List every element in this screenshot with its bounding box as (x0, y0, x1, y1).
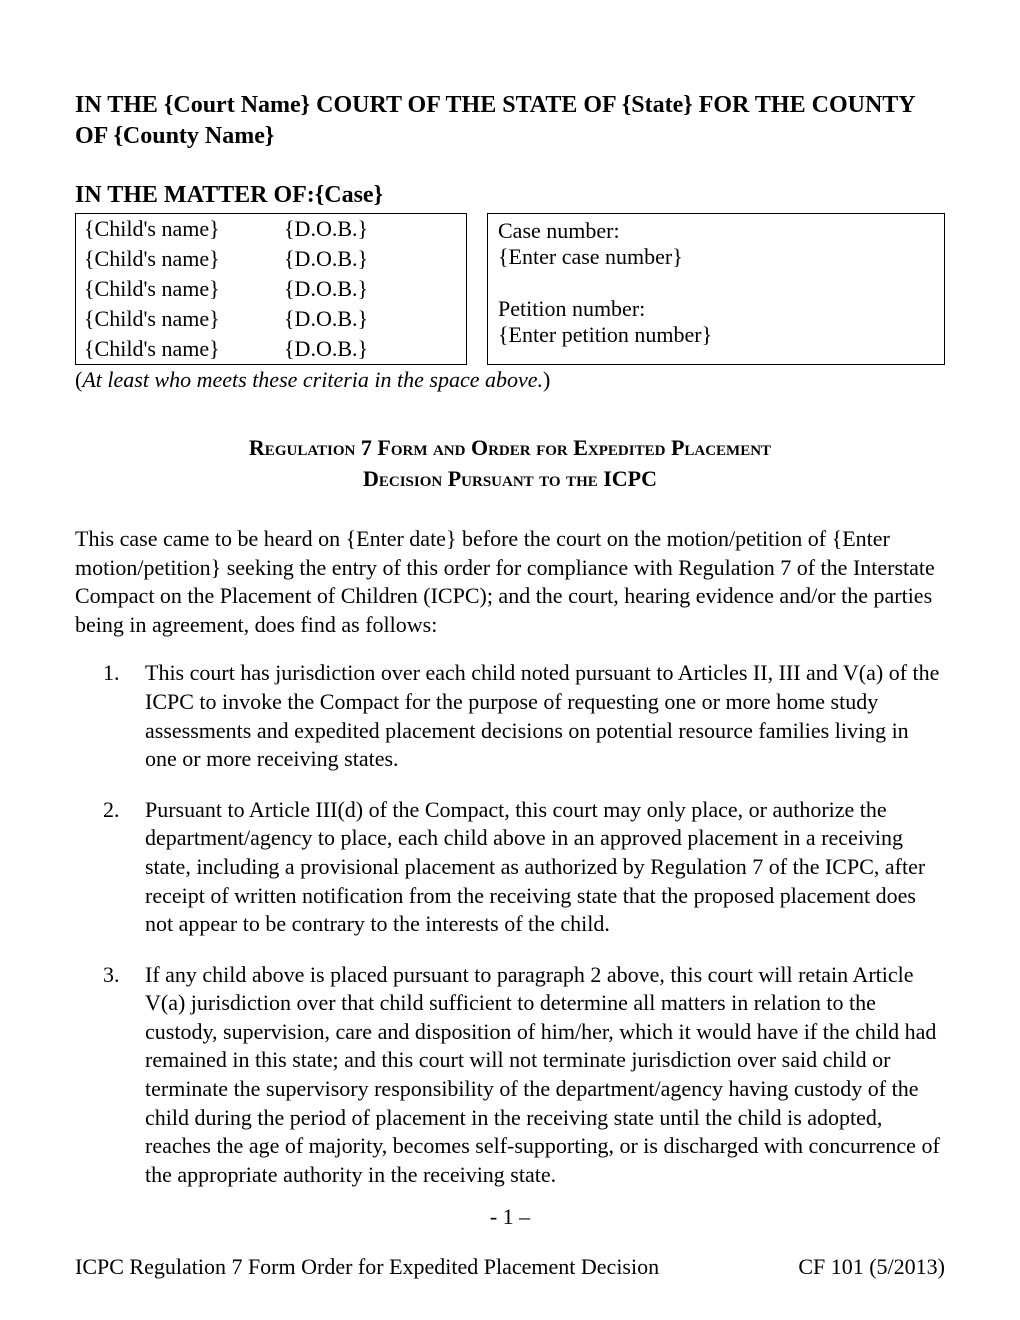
tables-row: {Child's name} {D.O.B.} {Child's name} {… (75, 213, 945, 365)
petition-number-value: {Enter petition number} (498, 322, 934, 348)
footer-right: CF 101 (5/2013) (798, 1254, 945, 1280)
form-title: Regulation 7 Form and Order for Expedite… (75, 433, 945, 495)
case-number-label: Case number: (498, 218, 934, 244)
child-name: {Child's name} (84, 276, 284, 302)
table-row: {Child's name} {D.O.B.} (76, 244, 466, 274)
court-heading: IN THE {Court Name} COURT OF THE STATE O… (75, 90, 945, 152)
petition-number-label: Petition number: (498, 296, 934, 322)
child-dob: {D.O.B.} (284, 306, 458, 332)
finding-text: Pursuant to Article III(d) of the Compac… (145, 797, 925, 936)
child-dob: {D.O.B.} (284, 336, 458, 362)
matter-heading: IN THE MATTER OF:{Case} (75, 182, 945, 209)
findings-list: 1. This court has jurisdiction over each… (75, 659, 945, 1189)
child-name: {Child's name} (84, 216, 284, 242)
table-row: {Child's name} {D.O.B.} (76, 274, 466, 304)
title-line-2: Decision Pursuant to the ICPC (75, 464, 945, 495)
title-line-1: Regulation 7 Form and Order for Expedite… (75, 433, 945, 464)
finding-item: 2. Pursuant to Article III(d) of the Com… (145, 796, 945, 939)
child-name: {Child's name} (84, 306, 284, 332)
table-row: {Child's name} {D.O.B.} (76, 213, 466, 244)
table-row: {Child's name} {D.O.B.} (76, 334, 466, 365)
finding-item: 3. If any child above is placed pursuant… (145, 961, 945, 1190)
child-name: {Child's name} (84, 246, 284, 272)
child-name: {Child's name} (84, 336, 284, 362)
finding-text: If any child above is placed pursuant to… (145, 962, 940, 1187)
child-dob: {D.O.B.} (284, 246, 458, 272)
finding-number: 3. (103, 961, 120, 990)
child-dob: {D.O.B.} (284, 276, 458, 302)
page-number: - 1 – (0, 1204, 1020, 1230)
finding-number: 1. (103, 659, 120, 688)
footer: ICPC Regulation 7 Form Order for Expedit… (75, 1254, 945, 1280)
page: IN THE {Court Name} COURT OF THE STATE O… (0, 0, 1020, 1320)
criteria-note: (At least who meets these criteria in th… (75, 367, 945, 393)
intro-paragraph: This case came to be heard on {Enter dat… (75, 525, 945, 639)
table-row: {Child's name} {D.O.B.} (76, 304, 466, 334)
child-dob: {D.O.B.} (284, 216, 458, 242)
finding-number: 2. (103, 796, 120, 825)
case-number-value: {Enter case number} (498, 244, 934, 270)
case-info-table: Case number: {Enter case number} Petitio… (487, 213, 945, 365)
finding-item: 1. This court has jurisdiction over each… (145, 659, 945, 773)
footer-left: ICPC Regulation 7 Form Order for Expedit… (75, 1254, 659, 1280)
children-table: {Child's name} {D.O.B.} {Child's name} {… (75, 213, 467, 365)
finding-text: This court has jurisdiction over each ch… (145, 660, 939, 771)
